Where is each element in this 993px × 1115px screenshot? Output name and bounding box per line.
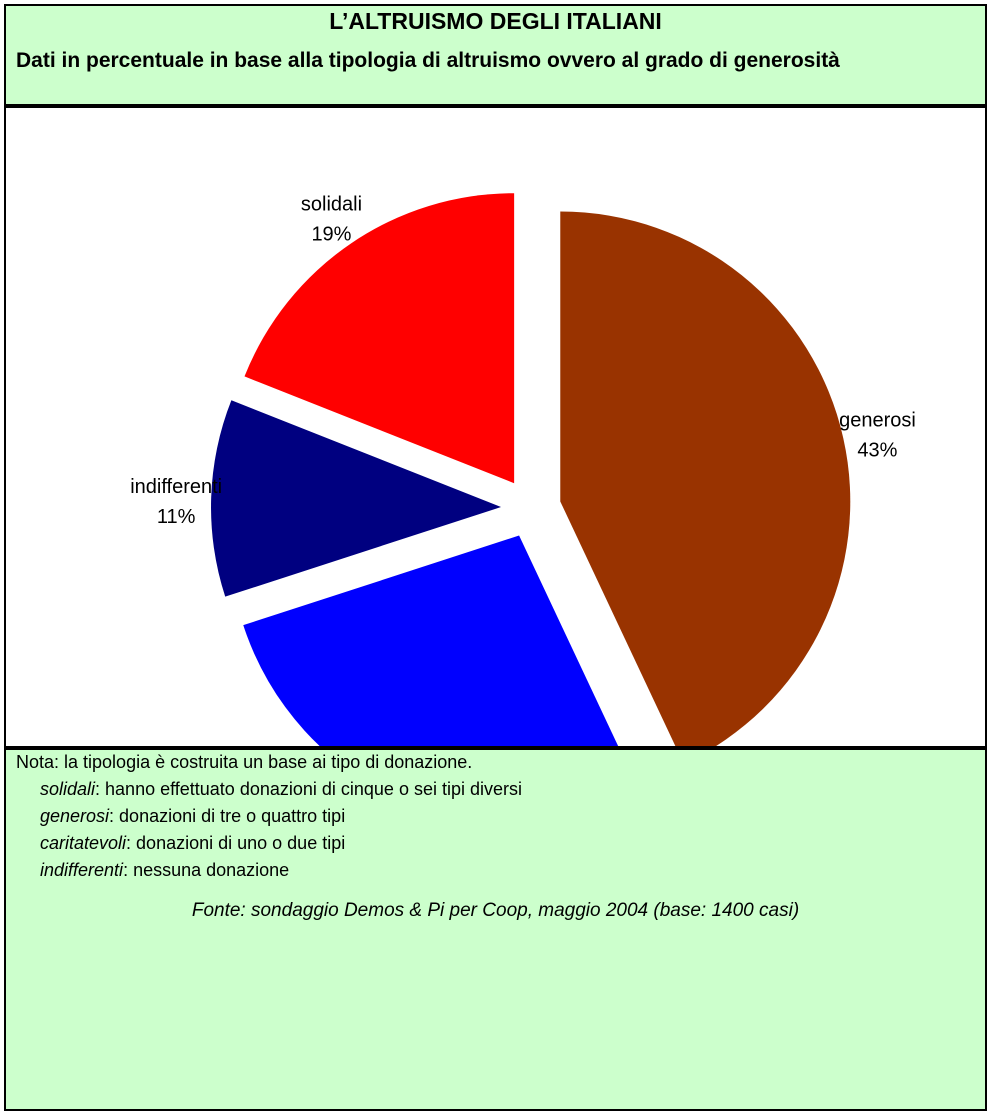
definition-generosi: generosi: donazioni di tre o quattro tip…: [40, 806, 345, 827]
definition-term: indifferenti: [40, 860, 124, 880]
definition-term: generosi: [40, 806, 110, 826]
slice-label-indifferenti: indifferenti: [130, 476, 222, 498]
definition-text: : hanno effettuato donazioni di cinque o…: [95, 779, 522, 799]
slice-value-generosi: 43%: [857, 440, 897, 462]
chart-frame: L’ALTRUISMO DEGLI ITALIANI Dati in perce…: [4, 4, 987, 1111]
note-text: Nota: la tipologia è costruita un base a…: [16, 752, 473, 772]
definition-solidali: solidali: hanno effettuato donazioni di …: [40, 779, 522, 800]
slice-label-generosi: generosi: [839, 410, 916, 432]
chart-footer: Nota: la tipologia è costruita un base a…: [6, 746, 985, 1109]
slice-value-indifferenti: 11%: [157, 506, 196, 528]
definition-text: : donazioni di tre o quattro tipi: [109, 806, 346, 826]
definition-caritatevoli: caritatevoli: donazioni di uno o due tip…: [40, 833, 345, 854]
pie-chart: generosi43%caritatevoli27%indifferenti11…: [130, 193, 916, 746]
pie-slice-solidali: [244, 193, 515, 484]
definition-indifferenti: indifferenti: nessuna donazione: [40, 860, 289, 881]
slice-value-solidali: 19%: [311, 223, 351, 245]
chart-subtitle: Dati in percentuale in base alla tipolog…: [16, 49, 840, 72]
source-citation: Fonte: sondaggio Demos & Pi per Coop, ma…: [191, 900, 800, 921]
pie-slice-indifferenti: [211, 400, 502, 597]
chart-title: L’ALTRUISMO DEGLI ITALIANI: [329, 8, 662, 34]
definition-term: solidali: [40, 779, 96, 799]
definition-text: : nessuna donazione: [123, 860, 290, 880]
pie-slice-caritatevoli: [243, 535, 619, 746]
definition-text: : donazioni di uno o due tipi: [126, 833, 346, 853]
pie-chart-area: generosi43%caritatevoli27%indifferenti11…: [6, 108, 985, 746]
slice-label-solidali: solidali: [301, 193, 362, 215]
definition-term: caritatevoli: [40, 833, 127, 853]
chart-header: L’ALTRUISMO DEGLI ITALIANI Dati in perce…: [6, 6, 985, 108]
pie-slice-generosi: [560, 211, 851, 746]
